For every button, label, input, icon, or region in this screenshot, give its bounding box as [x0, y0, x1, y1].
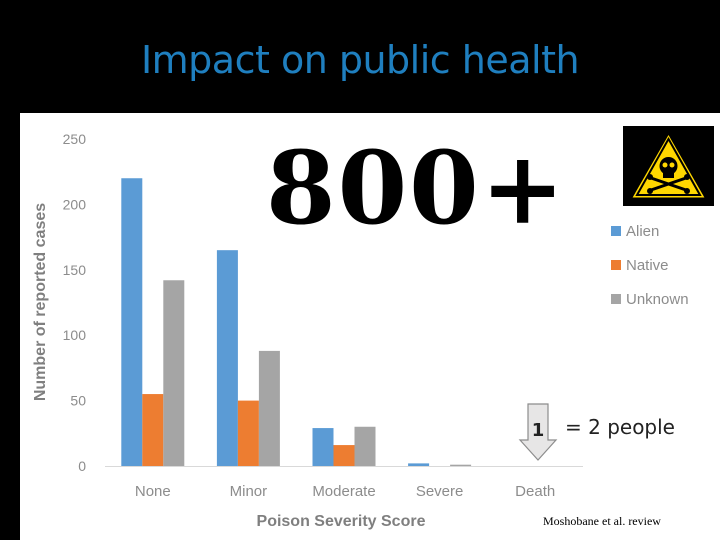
x-tick-label: Death — [515, 483, 555, 500]
x-axis: None Minor Moderate Severe Death Poison Sever… — [105, 466, 583, 530]
legend-label-alien: Alien — [626, 223, 659, 240]
y-tick-label: 100 — [63, 327, 87, 343]
bar-native-none — [142, 394, 164, 466]
y-tick-label: 250 — [63, 131, 87, 147]
bar-unknown-none — [163, 280, 185, 466]
legend: Alien Native Unknown — [611, 223, 689, 308]
scale-marker-label: 1 — [532, 420, 545, 441]
y-axis: 0 50 100 150 200 250 Number of reported cases — [32, 131, 86, 474]
scale-equals-text: = 2 people — [565, 415, 675, 439]
title-bar — [0, 0, 720, 113]
bar-native-minor — [237, 400, 259, 466]
y-tick-label: 50 — [70, 393, 86, 409]
x-tick-label: Severe — [416, 483, 464, 500]
headline-number: 800+ — [266, 129, 567, 247]
legend-label-native: Native — [626, 257, 669, 274]
y-tick-label: 150 — [63, 262, 87, 278]
slide-title: Impact on public health — [140, 38, 580, 82]
x-tick-label: Moderate — [312, 483, 375, 500]
bar-unknown-severe — [450, 464, 472, 466]
x-tick-label: Minor — [230, 483, 268, 500]
y-tick-label: 0 — [78, 458, 86, 474]
scale-arrow-icon — [518, 403, 558, 461]
bar-alien-minor — [216, 250, 238, 466]
x-axis-label: Poison Severity Score — [257, 513, 426, 530]
bar-alien-severe — [408, 463, 430, 466]
skull-crossbones-warning-icon — [623, 126, 714, 206]
bar-unknown-moderate — [354, 426, 376, 466]
legend-swatch-unknown — [611, 294, 621, 304]
left-edge-strip — [0, 113, 20, 540]
citation: Moshobane et al. review — [543, 514, 661, 528]
legend-label-unknown: Unknown — [626, 291, 689, 308]
legend-swatch-native — [611, 260, 621, 270]
x-tick-label: None — [135, 483, 171, 500]
legend-swatch-alien — [611, 226, 621, 236]
bars — [121, 178, 472, 467]
bar-alien-none — [121, 178, 143, 467]
bar-unknown-minor — [258, 350, 280, 466]
y-axis-label: Number of reported cases — [32, 203, 49, 401]
bar-native-moderate — [333, 445, 355, 466]
bar-alien-moderate — [312, 428, 334, 466]
scale-marker: 1 — [518, 403, 558, 461]
y-tick-label: 200 — [63, 196, 87, 212]
